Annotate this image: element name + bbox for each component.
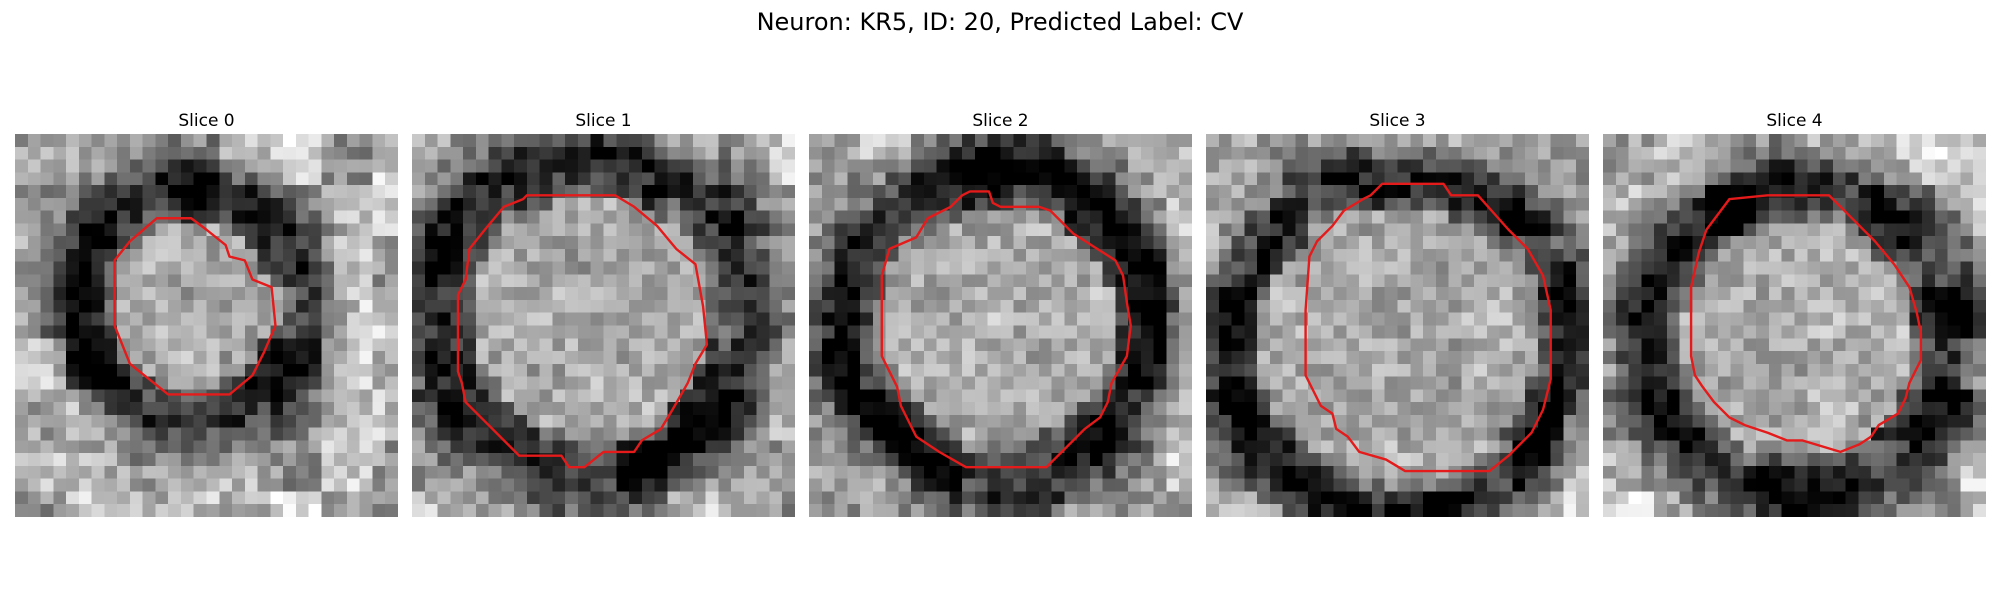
neuron-contour	[412, 134, 795, 517]
figure-title: Neuron: KR5, ID: 20, Predicted Label: CV	[756, 8, 1244, 36]
slice-image	[15, 134, 398, 517]
slice-panel-2: Slice 2	[809, 108, 1192, 517]
slice-image	[809, 134, 1192, 517]
contour-outline	[458, 195, 707, 467]
neuron-contour	[15, 134, 398, 517]
slice-title: Slice 4	[1766, 111, 1823, 131]
slice-title: Slice 3	[1369, 111, 1426, 131]
neuron-contour	[1206, 134, 1589, 517]
slice-title: Slice 0	[178, 111, 235, 131]
slice-panel-1: Slice 1	[412, 108, 795, 517]
contour-outline	[1306, 184, 1551, 471]
slice-panel-4: Slice 4	[1603, 108, 1986, 517]
slice-image	[1603, 134, 1986, 517]
neuron-contour	[1603, 134, 1986, 517]
contour-outline	[1691, 195, 1921, 452]
slice-panel-0: Slice 0	[15, 108, 398, 517]
slice-image	[1206, 134, 1589, 517]
slice-panel-3: Slice 3	[1206, 108, 1589, 517]
contour-outline	[882, 191, 1131, 467]
slice-title: Slice 1	[575, 111, 632, 131]
slice-title: Slice 2	[972, 111, 1029, 131]
contour-outline	[115, 218, 276, 394]
neuron-contour	[809, 134, 1192, 517]
